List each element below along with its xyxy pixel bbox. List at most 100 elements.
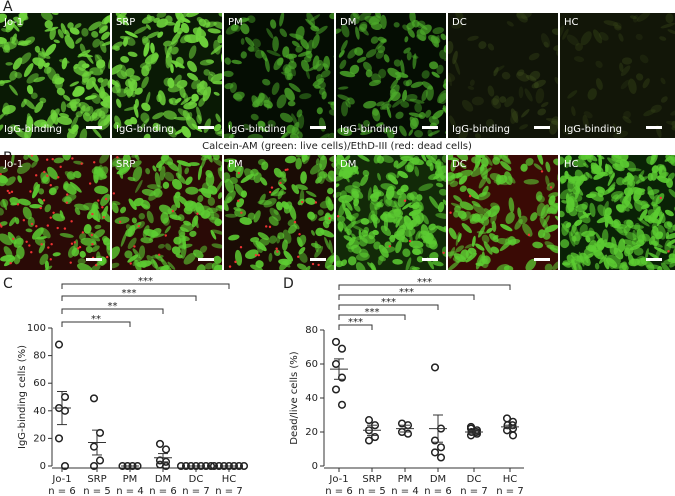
micrograph [560,155,675,270]
cell [619,155,629,161]
scale-bar [86,258,102,261]
cell [464,243,475,249]
cell [131,217,137,224]
dead-cell [300,200,304,204]
cell [437,201,445,213]
cell [193,249,204,259]
cell [420,155,427,162]
cell [360,129,373,136]
cell [173,74,182,86]
cell [305,197,316,205]
cell [34,236,46,246]
cell [554,77,558,86]
cell [636,239,645,247]
cell [185,186,199,195]
cell [544,241,555,248]
n-label: n = 7 [460,486,487,496]
cell [239,17,250,23]
cell [207,197,216,206]
cell [113,45,120,51]
cell [217,34,222,44]
cell [486,177,491,185]
cell [2,198,8,211]
cell [621,57,633,65]
cell [38,188,45,195]
cell [33,119,47,128]
cell [524,88,533,102]
cell [421,70,430,79]
dead-cell [129,262,132,265]
y-tick-label: 0 [312,461,318,472]
cell [418,183,434,192]
scale-bar [310,126,326,129]
cell [661,262,672,270]
cell [455,13,464,21]
cell [484,155,493,166]
cell [50,109,59,125]
cell [98,25,108,34]
cell [560,178,565,185]
cell [372,189,385,197]
cell [166,125,178,138]
dead-cell [403,199,407,202]
cell [176,160,192,167]
cell [89,67,104,76]
cell [224,178,235,193]
cell [127,237,137,250]
stain-label: IgG-binding [564,124,622,135]
cell [327,101,334,106]
cell [224,158,237,163]
cell [375,122,384,127]
cell [371,107,381,122]
cell [369,202,378,217]
cell [532,241,544,249]
cell [639,54,649,64]
dead-cell [10,190,14,194]
dead-cell [228,265,232,268]
cell [441,246,446,257]
cell [0,174,9,184]
cell [20,14,28,21]
cell [594,242,603,250]
cell [90,264,101,270]
cell [279,131,289,138]
cell [289,65,297,77]
cell [472,203,486,215]
cell [504,96,515,108]
cell [270,19,277,29]
cell [272,36,279,52]
cell [114,80,122,94]
cell [347,256,357,266]
cell [336,161,344,169]
cell [480,216,490,226]
n-label: n = 5 [83,486,110,496]
stain-label: IgG-binding [340,124,398,135]
cell [62,155,71,161]
cell [450,159,457,172]
cell [283,250,294,262]
y-tick-label: 0 [40,461,46,472]
cell [90,245,100,253]
cell [91,127,102,138]
n-label: n = 6 [48,486,75,496]
cell [383,54,390,63]
image-label: PM [228,159,243,170]
cell [548,120,558,135]
cell [63,94,71,102]
data-point [331,359,341,369]
cell [134,98,139,108]
cell [588,227,595,237]
cell [128,198,137,210]
cell [170,46,179,55]
cell [373,155,382,164]
cell [340,40,348,52]
cell [268,252,273,263]
dead-cell [43,170,46,174]
image-label: DM [340,159,356,170]
cell [60,23,67,35]
cell [339,59,347,70]
cell [305,190,317,198]
x-tick-label: PM [398,474,413,485]
cell [595,78,603,90]
cell [147,184,163,190]
